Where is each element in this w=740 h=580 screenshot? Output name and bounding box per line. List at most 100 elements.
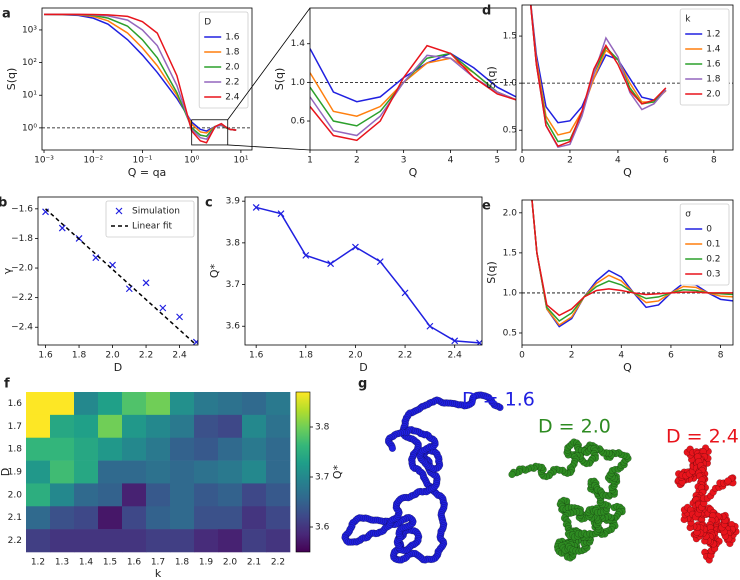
x-tick-label: 2.2 [271, 558, 285, 568]
heatmap-cell [146, 506, 171, 530]
colorbar [295, 391, 311, 553]
y-tick-label: 1.7 [8, 422, 22, 432]
axes-frame [37, 196, 199, 346]
x-tick-label: 1.9 [199, 558, 214, 568]
heatmap-cell [218, 414, 243, 439]
panel-letter: d [482, 4, 491, 19]
marker [302, 251, 310, 259]
y-tick-label: 1.0 [503, 79, 518, 89]
legend-box [679, 203, 730, 286]
colorbar-tick-label: 3.6 [315, 523, 330, 533]
marker [252, 203, 260, 211]
heatmap-cell [146, 483, 171, 507]
marker [376, 258, 384, 266]
heatmap-cell [242, 414, 267, 439]
heatmap-cell [50, 414, 75, 439]
heatmap-cell [266, 483, 291, 507]
heatmap-cell [74, 437, 99, 461]
heatmap-cell [122, 529, 147, 553]
heatmap-cell [218, 529, 243, 553]
y-tick-label: 1.4 [291, 39, 306, 49]
x-tick-label: 10⁻³ [34, 156, 54, 166]
y-tick-label: 10² [22, 58, 37, 68]
colorbar-tick-label: 3.7 [315, 473, 329, 483]
x-tick-label: 2.0 [223, 558, 238, 568]
x-axis-label: Q [623, 361, 632, 374]
heatmap-cell [170, 506, 195, 530]
heatmap-cell [242, 392, 267, 416]
x-tick-label: 1.3 [55, 558, 69, 568]
y-axis-label: S(q) [485, 66, 498, 89]
heatmap-cell [218, 437, 243, 461]
series-line [44, 13, 237, 144]
x-tick-label: 1.8 [72, 351, 87, 361]
marker [327, 260, 335, 268]
y-axis-label: γ [1, 267, 14, 274]
heatmap-cell [266, 460, 291, 484]
heatmap-cell [170, 483, 195, 507]
heatmap-cell [26, 437, 51, 461]
cluster-label: D = 1.6 [462, 389, 535, 411]
marker [426, 322, 434, 330]
panel-letter: f [4, 377, 10, 392]
heatmap-cell [170, 437, 195, 461]
legend-title: D [204, 18, 211, 28]
heatmap-cell [266, 392, 291, 416]
series-line [310, 52, 516, 127]
heatmap-cell [242, 529, 267, 553]
axes-frame [521, 199, 734, 346]
legend-title: σ [685, 210, 691, 220]
heatmap-cell [194, 437, 219, 461]
heatmap-cell [146, 414, 171, 439]
x-axis-label: k [155, 567, 162, 580]
x-tick-label: 1 [307, 156, 313, 166]
heatmap-cell [50, 392, 75, 416]
legend-label: 0.3 [706, 270, 720, 280]
heatmap-cell [74, 414, 99, 439]
y-tick-label: 0.5 [503, 328, 517, 338]
heatmap-cell [266, 437, 291, 461]
axes-frame [521, 4, 734, 151]
colorbar-tick-label: 3.8 [315, 423, 330, 433]
x-tick-label: 10⁻¹ [133, 156, 153, 166]
y-axis-label: S(q) [485, 261, 498, 284]
x-tick-label: 0 [519, 351, 525, 361]
x-tick-label: 2 [354, 156, 360, 166]
marker [277, 210, 285, 218]
series-line [310, 44, 516, 142]
cluster-label: D = 2.4 [666, 426, 739, 448]
particle [388, 444, 397, 452]
heatmap-cell [146, 529, 171, 553]
heatmap-cell [50, 460, 75, 484]
y-tick-label: 3.8 [226, 238, 241, 248]
marker [58, 224, 66, 232]
x-tick-label: 8 [711, 156, 717, 166]
y-axis-label: S(q) [273, 68, 286, 91]
heatmap-cell [218, 506, 243, 530]
legend-label: 1.2 [706, 30, 720, 40]
x-tick-label: 1.8 [175, 558, 190, 568]
particle-cluster [674, 444, 740, 564]
series-line [531, 200, 733, 322]
x-tick-label: 4 [448, 156, 454, 166]
x-tick-label: 1.6 [249, 351, 264, 361]
x-tick-label: 10¹ [233, 156, 248, 166]
heatmap-cell [26, 460, 51, 484]
legend-label: 0.2 [706, 255, 720, 265]
legend-swatch [115, 207, 123, 215]
legend-label: 2.2 [225, 78, 239, 88]
marker [159, 304, 167, 312]
heatmap-cell [98, 506, 123, 530]
y-tick-label: 3.6 [226, 322, 241, 332]
heatmap-cell [242, 460, 267, 484]
x-tick-label: 1.7 [151, 558, 165, 568]
heatmap-cell [242, 437, 267, 461]
heatmap-cell [194, 483, 219, 507]
heatmap-cell [194, 460, 219, 484]
heatmap-cell [74, 460, 99, 484]
heatmap-cell [194, 414, 219, 439]
x-tick-label: 1.8 [299, 351, 314, 361]
plot-area [522, 200, 733, 328]
heatmap-cell [194, 529, 219, 553]
